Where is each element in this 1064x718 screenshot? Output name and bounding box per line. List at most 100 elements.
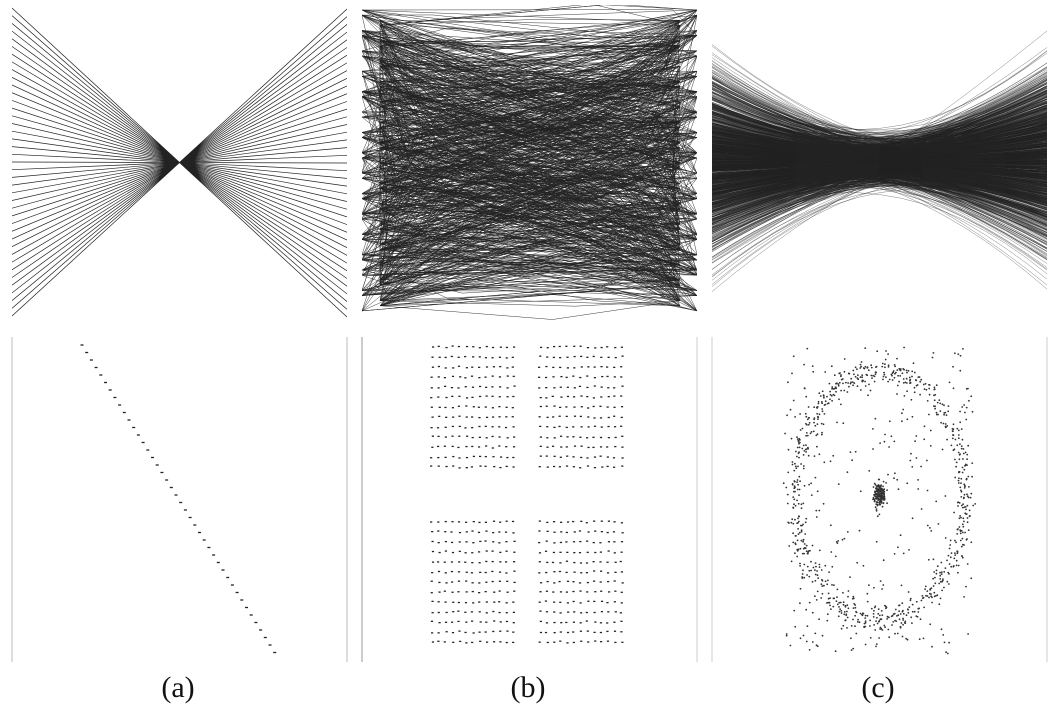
- point: [854, 614, 856, 617]
- point: [882, 485, 884, 488]
- point: [964, 531, 966, 534]
- point: [894, 619, 896, 622]
- point: [960, 490, 963, 493]
- point: [785, 633, 788, 635]
- point: [879, 626, 882, 629]
- point: [943, 641, 946, 644]
- point: [877, 612, 880, 615]
- point: [917, 479, 919, 481]
- point: [848, 372, 851, 375]
- point: [909, 459, 912, 462]
- point: [875, 643, 878, 645]
- point: [873, 609, 875, 612]
- point: [894, 365, 896, 368]
- point: [797, 528, 799, 530]
- point: [966, 493, 968, 496]
- point: [971, 462, 974, 464]
- point: [964, 464, 967, 467]
- point: [826, 583, 829, 586]
- point: [808, 483, 810, 486]
- point: [837, 615, 840, 618]
- point: [960, 477, 963, 480]
- point: [824, 564, 827, 567]
- point: [797, 533, 800, 535]
- point: [829, 597, 831, 599]
- point: [877, 478, 880, 481]
- point: [800, 529, 803, 532]
- point: [824, 371, 827, 373]
- point: [846, 616, 849, 619]
- point: [901, 610, 904, 613]
- panel-a-parallel: [12, 7, 347, 318]
- point: [849, 382, 852, 385]
- point: [957, 571, 959, 574]
- point: [872, 486, 875, 488]
- point: [962, 458, 964, 460]
- point: [954, 438, 957, 441]
- point: [902, 408, 905, 411]
- point: [952, 449, 955, 452]
- point: [948, 547, 951, 550]
- point: [881, 588, 883, 590]
- point: [914, 440, 916, 443]
- point: [843, 611, 846, 613]
- point: [875, 492, 877, 495]
- point: [932, 352, 935, 354]
- point: [961, 556, 964, 559]
- point: [821, 592, 824, 595]
- point: [802, 467, 805, 470]
- point: [840, 627, 843, 630]
- point: [859, 612, 862, 615]
- panel-a-scatter: [80, 344, 277, 654]
- point: [816, 412, 819, 415]
- point: [961, 466, 964, 469]
- point: [925, 594, 927, 597]
- point: [789, 644, 792, 647]
- point: [893, 553, 896, 555]
- point: [802, 454, 805, 456]
- point: [940, 561, 943, 564]
- point: [928, 387, 931, 390]
- point: [864, 380, 866, 383]
- point: [830, 365, 833, 368]
- point: [966, 517, 969, 519]
- point: [907, 591, 910, 593]
- point: [939, 402, 942, 405]
- point: [792, 399, 795, 402]
- point: [956, 427, 959, 430]
- point: [905, 637, 908, 640]
- point: [873, 499, 876, 502]
- point: [882, 378, 884, 381]
- point: [798, 531, 801, 534]
- point: [843, 389, 846, 392]
- point: [806, 418, 809, 421]
- point: [954, 352, 956, 355]
- point: [794, 542, 797, 545]
- point: [817, 415, 819, 418]
- point: [828, 571, 830, 573]
- point: [963, 493, 966, 496]
- point: [793, 503, 795, 506]
- point: [958, 453, 961, 456]
- point: [913, 386, 916, 389]
- point: [796, 539, 799, 542]
- point: [963, 520, 965, 523]
- point: [800, 507, 803, 509]
- point: [887, 473, 889, 476]
- point: [908, 379, 911, 382]
- point: [851, 459, 853, 462]
- point: [923, 438, 926, 441]
- point: [942, 578, 944, 580]
- point: [875, 509, 878, 512]
- point: [821, 433, 823, 436]
- point: [844, 619, 847, 621]
- point: [850, 649, 853, 651]
- point: [964, 451, 967, 454]
- point: [793, 485, 796, 487]
- point: [814, 579, 817, 582]
- point: [830, 608, 832, 610]
- point: [821, 390, 824, 393]
- point: [929, 592, 931, 595]
- point: [944, 495, 947, 497]
- point: [811, 580, 814, 583]
